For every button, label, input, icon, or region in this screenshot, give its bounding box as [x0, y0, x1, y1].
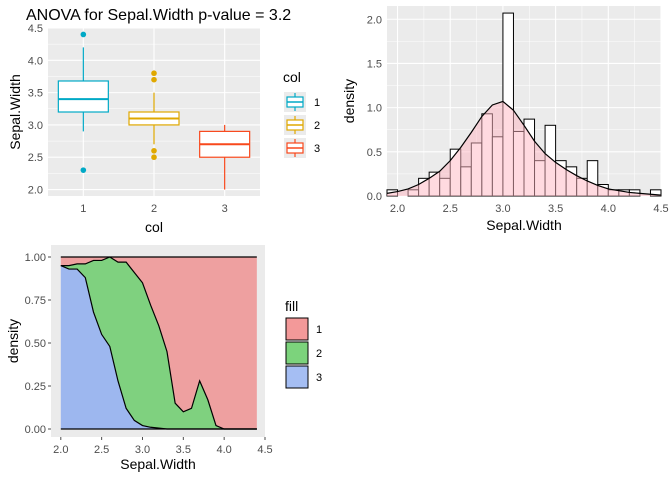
filled-density-y-tick-label: 0.75	[25, 295, 46, 307]
filled-density-legend-label: 2	[316, 348, 322, 360]
boxplot-title: ANOVA for Sepal.Width p-value = 3.2	[26, 7, 291, 24]
histogram-x-tick-label: 4.0	[601, 203, 616, 215]
boxplot-y-tick-label: 2.0	[28, 185, 43, 197]
boxplot-legend-title: col	[283, 69, 301, 85]
histogram-y-ticks: 0.0 0.5 1.0 1.5 2.0	[367, 14, 382, 203]
filled-density-y-tick-label: 0.00	[25, 424, 46, 436]
boxplot-y-tick-label: 3.0	[28, 120, 43, 132]
histogram-y-tick-label: 1.5	[367, 58, 382, 70]
filled-density-x-tick-label: 4.0	[217, 444, 232, 456]
boxplot-outlier-point	[151, 154, 157, 161]
filled-density-area-group-1	[60, 257, 257, 429]
boxplot-legend: col 1 2 3	[283, 69, 320, 158]
boxplot-panel: ANOVA for Sepal.Width p-value = 3.2 2.02…	[7, 7, 320, 235]
boxplot-outlier-point	[80, 167, 87, 173]
boxplot-outlier-point	[151, 70, 157, 77]
filled-density-x-tick-label: 3.5	[176, 444, 191, 456]
boxplot-y-ticks: 2.0 2.5 3.0 3.5 4.0 4.5	[28, 23, 43, 197]
histogram-x-label: Sepal.Width	[486, 217, 561, 233]
filled-density-y-label: density	[5, 319, 21, 363]
histogram-x-tick-label: 2.5	[443, 203, 458, 215]
boxplot-outlier-point	[151, 76, 157, 83]
filled-density-legend-title: fill	[285, 298, 298, 314]
filled-density-legend: fill 1 2 3	[285, 298, 322, 389]
boxplot-legend-label: 3	[314, 143, 320, 155]
histogram-x-tick-label: 2.0	[390, 203, 405, 215]
filled-density-legend-label: 1	[316, 324, 322, 336]
filled-density-x-tick-label: 4.5	[257, 444, 272, 456]
boxplot-outlier-point	[80, 31, 87, 38]
boxplot-outlier-point	[151, 147, 157, 154]
filled-density-area-group-2	[60, 257, 257, 429]
histogram-y-label: density	[341, 79, 357, 123]
filled-density-area-group-3	[60, 265, 257, 429]
histogram-y-tick-label: 2.0	[367, 14, 382, 26]
histogram-x-tick-label: 3.0	[495, 203, 510, 215]
filled-density-legend-swatch	[285, 317, 309, 341]
histogram-marks	[386, 12, 662, 197]
filled-density-x-tick-label: 2.5	[94, 444, 109, 456]
boxplot-legend-label: 2	[314, 120, 320, 132]
filled-density-legend-swatch	[285, 365, 309, 389]
histogram-x-tick-label: 3.5	[548, 203, 563, 215]
filled-density-x-tick-label: 2.0	[53, 444, 68, 456]
filled-density-x-ticks: 2.0 2.5 3.0 3.5 4.0 4.5	[53, 444, 272, 456]
boxplot-x-label: col	[145, 219, 163, 235]
filled-density-y-tick-label: 0.25	[25, 381, 46, 393]
boxplot-legend-label: 1	[314, 97, 320, 109]
histogram-x-tick-label: 4.5	[653, 203, 668, 215]
boxplot-x-tick-label: 2	[151, 203, 157, 215]
boxplot-y-label: Sepal.Width	[7, 74, 23, 149]
filled-density-legend-label: 3	[316, 372, 322, 384]
filled-density-y-tick-label: 1.00	[25, 252, 46, 264]
histogram-y-tick-label: 0.0	[367, 191, 382, 203]
boxplot-y-tick-label: 2.5	[28, 152, 43, 164]
histogram-panel: 0.0 0.5 1.0 1.5 2.0 2.0 2.5 3.0 3.5 4.0 4.5 Sepal…	[341, 6, 669, 233]
filled-density-y-ticks: 0.00 0.25 0.50 0.75 1.00	[25, 252, 46, 436]
boxplot-y-tick-label: 3.5	[28, 88, 43, 100]
boxplot-y-tick-label: 4.5	[28, 23, 43, 35]
filled-density-marks	[60, 256, 257, 430]
density-curve-area	[387, 101, 661, 196]
boxplot-box-group-1	[57, 80, 109, 113]
filled-density-grid	[48, 256, 266, 440]
boxplot-y-tick-label: 4.0	[28, 55, 43, 67]
filled-density-legend-swatch	[285, 341, 309, 365]
boxplot-x-ticks: 1 2 3	[80, 203, 227, 215]
boxplot-marks	[57, 31, 251, 190]
filled-density-y-tick-label: 0.50	[25, 338, 46, 350]
histogram-y-tick-label: 0.5	[367, 147, 382, 159]
filled-density-x-tick-label: 3.0	[135, 444, 150, 456]
boxplot-x-tick-label: 1	[80, 203, 86, 215]
filled-density-x-label: Sepal.Width	[120, 456, 195, 472]
filled-density-panel: 0.000.250.500.751.00 2.0 2.5 3.0 3.5 4.0 4.5 …	[5, 245, 322, 472]
histogram-x-ticks: 2.0 2.5 3.0 3.5 4.0 4.5	[390, 203, 669, 215]
density-curve-line	[386, 100, 662, 196]
boxplot-x-tick-label: 3	[222, 203, 228, 215]
histogram-y-tick-label: 1.0	[367, 103, 382, 115]
